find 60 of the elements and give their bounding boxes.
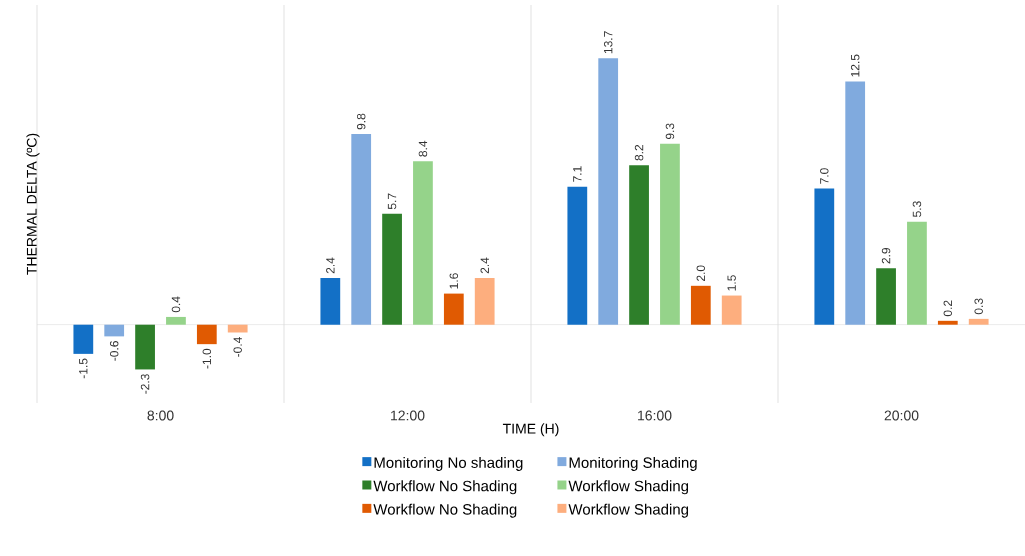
bar <box>443 293 464 325</box>
bar <box>474 278 495 325</box>
data-label: 0.2 <box>943 300 953 317</box>
bar <box>629 165 649 325</box>
bar <box>814 188 835 325</box>
data-label: 7.1 <box>573 166 582 182</box>
legend-label: Monitoring Shading <box>569 456 697 471</box>
bar <box>73 324 94 354</box>
y-axis-title: THERMAL DELTA (ºC) <box>26 133 40 275</box>
bar <box>907 221 927 325</box>
bar <box>320 278 341 325</box>
data-label: 0.4 <box>171 296 181 313</box>
x-axis-title: TIME (H) <box>502 423 559 437</box>
bar <box>968 318 989 325</box>
bar <box>845 81 866 325</box>
bar <box>104 324 125 337</box>
legend-label: Workflow No Shading <box>373 503 517 518</box>
legend-label: Workflow Shading <box>568 503 689 518</box>
bar <box>227 324 248 333</box>
x-tick-label: 8:00 <box>147 410 174 421</box>
bar <box>567 186 588 325</box>
bar <box>196 324 217 345</box>
bar <box>351 134 372 325</box>
data-label: -0.6 <box>109 341 119 361</box>
data-label: 9.8 <box>356 113 366 130</box>
data-label: 13.7 <box>603 31 613 54</box>
legend-label: Workflow Shading <box>568 480 689 495</box>
data-label: 12.5 <box>850 54 860 77</box>
data-label: 2.0 <box>696 265 706 282</box>
bar <box>876 268 896 325</box>
data-label: 5.7 <box>387 193 397 210</box>
legend-label: Workflow No Shading <box>373 480 517 495</box>
data-label: -1.0 <box>202 348 212 369</box>
legend-label: Monitoring No shading <box>374 456 523 471</box>
data-label: 2.4 <box>480 257 489 274</box>
x-tick-label: 12:00 <box>391 410 425 421</box>
data-label: 9.3 <box>665 123 675 140</box>
x-tick-label: 20:00 <box>884 410 919 421</box>
data-label: 1.5 <box>727 275 736 291</box>
data-label: -0.4 <box>233 337 242 357</box>
data-label: 5.3 <box>912 201 922 217</box>
data-label: 2.4 <box>326 257 335 274</box>
x-tick-label: 16:00 <box>638 410 672 421</box>
bar <box>135 324 155 370</box>
data-label: -2.3 <box>140 374 150 394</box>
data-label: 1.6 <box>449 273 459 289</box>
data-label: 8.2 <box>634 144 644 161</box>
data-label: 7.0 <box>820 168 829 184</box>
bar <box>721 295 742 325</box>
bar <box>413 161 433 325</box>
bar <box>690 285 711 325</box>
bar <box>598 58 619 325</box>
bar <box>937 320 958 325</box>
data-label: 8.4 <box>418 140 428 157</box>
bar <box>166 316 186 325</box>
bar <box>660 143 680 325</box>
bar <box>382 213 402 325</box>
data-label: -1.5 <box>79 358 88 379</box>
data-label: 0.3 <box>974 298 983 315</box>
data-label: 2.9 <box>881 248 891 264</box>
